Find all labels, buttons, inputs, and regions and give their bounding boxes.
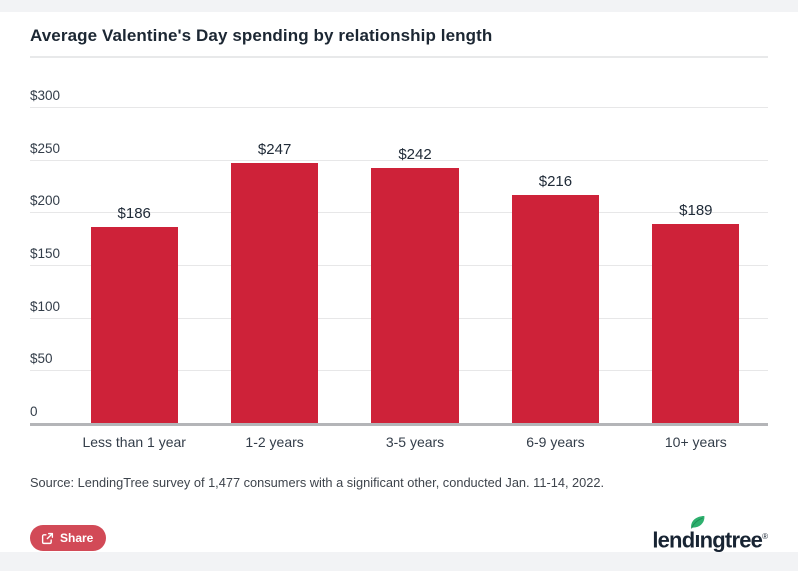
- leaf-icon: [691, 516, 705, 529]
- x-category-label: 3-5 years: [385, 434, 445, 450]
- share-icon: [41, 532, 54, 545]
- logo-letter-i: ı: [691, 516, 705, 552]
- bar-value-label: $189: [679, 201, 713, 219]
- bar-slot: $242: [345, 107, 485, 423]
- plot-area: $300 $250 $200 $150 $100 $50 0 $186 $247 $242 $216…: [30, 89, 768, 426]
- chart-card: Average Valentine's Day spending by rela…: [0, 12, 798, 552]
- share-button[interactable]: Share: [30, 525, 107, 552]
- x-category-label: 6-9 years: [526, 434, 585, 450]
- bar-slot: $189: [626, 107, 766, 423]
- x-category-label: 1-2 years: [245, 434, 304, 450]
- y-tick-label: $150: [30, 246, 61, 261]
- bar-value-label: $186: [117, 205, 151, 223]
- y-tick-label: $300: [30, 88, 61, 103]
- bar: [231, 162, 319, 423]
- registered-mark: ®: [762, 532, 768, 541]
- title-divider: [30, 56, 768, 58]
- x-category-label: 10+ years: [664, 434, 727, 450]
- bar-value-label: $242: [398, 146, 432, 164]
- x-axis-labels: Less than 1 year 1-2 years 3-5 years 6-9 ye…: [64, 434, 766, 450]
- source-text: Source: LendingTree survey of 1,477 cons…: [30, 475, 605, 490]
- x-axis-line: [30, 423, 768, 426]
- bar: [90, 227, 178, 423]
- bar-value-label: $216: [538, 173, 573, 191]
- y-tick-label: $200: [30, 193, 61, 209]
- gridline: [30, 107, 768, 108]
- y-tick-label: $50: [30, 351, 53, 367]
- x-category-label: Less than 1 year: [82, 434, 186, 450]
- y-tick-label: $250: [30, 140, 61, 156]
- bar-slot: $186: [64, 107, 204, 423]
- footer-row: Share lendı ngtree®: [30, 514, 768, 553]
- logo-text-pre: lend: [652, 527, 695, 553]
- logo-text-post: ngtree: [699, 527, 763, 553]
- bar: [511, 195, 599, 423]
- bar-slot: $216: [485, 107, 625, 423]
- share-button-label: Share: [60, 531, 94, 546]
- chart-title: Average Valentine's Day spending by rela…: [30, 26, 493, 45]
- bar-value-label: $247: [257, 140, 292, 158]
- bar-slot: $247: [204, 107, 344, 423]
- y-tick-label: 0: [30, 404, 38, 419]
- lendingtree-logo[interactable]: lendı ngtree®: [652, 514, 768, 553]
- bar: [371, 168, 459, 423]
- bars: $186 $247 $242 $216 $189: [64, 107, 766, 423]
- y-tick-label: $100: [30, 298, 61, 314]
- gridline: [30, 159, 768, 161]
- bar: [652, 223, 740, 423]
